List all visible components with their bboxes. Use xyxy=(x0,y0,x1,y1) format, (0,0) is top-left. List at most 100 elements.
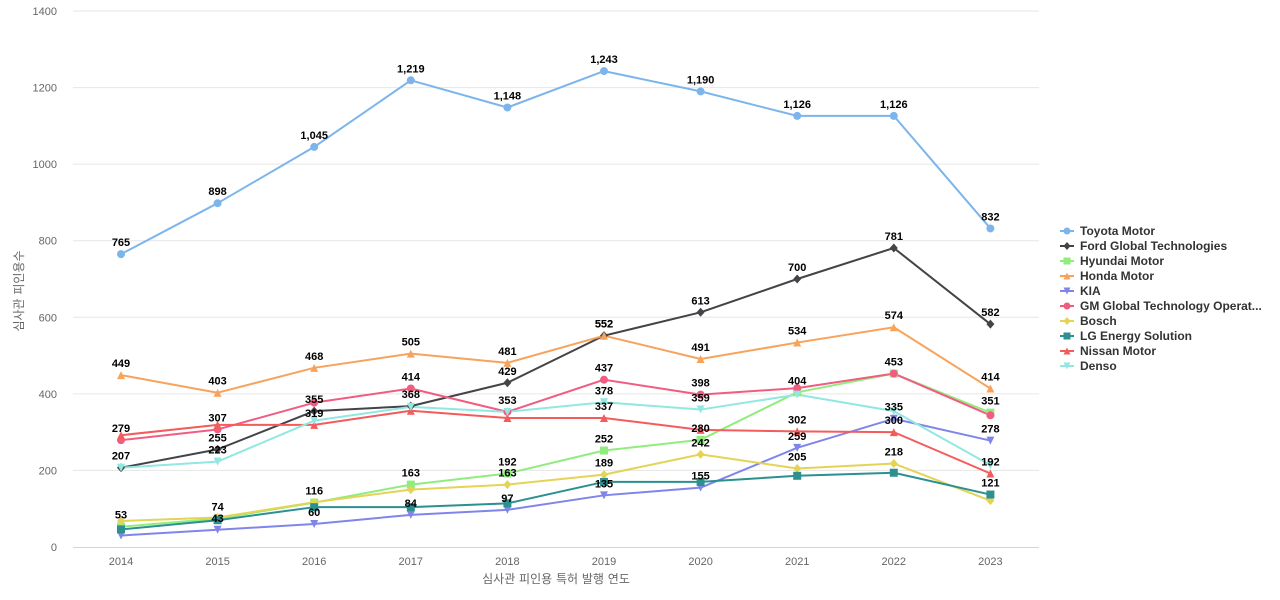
data-point xyxy=(213,199,222,208)
data-label: 359 xyxy=(691,393,709,405)
data-point xyxy=(503,407,512,416)
data-label: 453 xyxy=(885,357,903,369)
data-label: 223 xyxy=(208,445,226,457)
data-label: 574 xyxy=(885,310,904,322)
x-tick-label: 2020 xyxy=(688,556,712,568)
data-label: 368 xyxy=(402,389,420,401)
data-point xyxy=(889,407,898,416)
legend-label: Denso xyxy=(1080,359,1117,373)
data-label: 449 xyxy=(112,358,130,370)
data-label: 97 xyxy=(501,493,513,505)
data-point xyxy=(793,471,802,480)
legend-symbol xyxy=(1063,302,1071,310)
legend-symbol xyxy=(1063,272,1071,280)
data-point xyxy=(310,503,319,512)
data-point xyxy=(503,499,512,508)
data-point xyxy=(889,428,898,437)
data-label: 252 xyxy=(595,434,613,446)
data-label: 207 xyxy=(112,451,130,463)
y-tick-label: 800 xyxy=(39,236,57,248)
data-point xyxy=(310,142,319,151)
data-label: 1,045 xyxy=(300,130,328,142)
x-tick-label: 2021 xyxy=(785,556,809,568)
data-point xyxy=(310,363,319,372)
data-label: 280 xyxy=(691,423,709,435)
data-point xyxy=(600,446,608,455)
data-point xyxy=(406,349,415,358)
x-tick-label: 2022 xyxy=(882,556,906,568)
series-line xyxy=(120,409,992,475)
data-label: 1,126 xyxy=(880,99,908,111)
data-point xyxy=(600,67,608,76)
data-label: 278 xyxy=(981,424,999,436)
data-label: 351 xyxy=(981,396,999,408)
legend-label: Honda Motor xyxy=(1080,269,1154,283)
x-tick-label: 2015 xyxy=(205,556,229,568)
data-label: 60 xyxy=(308,507,320,519)
data-point xyxy=(793,338,802,347)
data-point xyxy=(213,444,222,454)
y-tick-label: 0 xyxy=(51,542,57,554)
legend-symbol xyxy=(1063,227,1071,235)
data-point xyxy=(213,525,222,534)
legend-label: GM Global Technology Operat... xyxy=(1080,299,1262,313)
data-label: 898 xyxy=(208,186,226,198)
y-tick-label: 1200 xyxy=(33,83,57,95)
data-label: 43 xyxy=(211,513,223,525)
y-tick-label: 1400 xyxy=(33,6,57,18)
y-tick-label: 600 xyxy=(39,312,57,324)
data-label: 613 xyxy=(691,295,709,307)
data-label: 1,148 xyxy=(494,90,522,102)
data-point xyxy=(986,411,995,420)
legend-symbol xyxy=(1063,257,1071,265)
data-label: 700 xyxy=(788,262,806,274)
data-label: 398 xyxy=(691,378,709,390)
data-point xyxy=(793,390,802,399)
data-point xyxy=(213,457,222,466)
data-point xyxy=(213,516,222,525)
y-tick-label: 200 xyxy=(39,465,57,477)
x-tick-label: 2019 xyxy=(592,556,616,568)
data-label: 163 xyxy=(498,468,516,480)
data-label: 135 xyxy=(595,478,613,490)
series-line xyxy=(120,417,992,537)
series-line xyxy=(120,471,992,531)
legend-label: LG Energy Solution xyxy=(1080,329,1192,343)
data-label: 1,219 xyxy=(397,63,425,75)
data-point xyxy=(117,371,125,380)
data-point xyxy=(600,491,608,500)
data-point xyxy=(793,427,802,436)
data-point xyxy=(793,464,802,474)
data-label: 534 xyxy=(788,326,807,338)
data-label: 353 xyxy=(498,395,516,407)
data-label: 84 xyxy=(405,498,418,510)
data-label: 302 xyxy=(788,414,806,426)
data-label: 505 xyxy=(402,337,420,349)
x-tick-label: 2023 xyxy=(978,556,1002,568)
data-labels: 765 898 1,045 1,219 1,148 1,243 1,190 1,126 1,12… xyxy=(112,54,1001,525)
data-label: 116 xyxy=(305,486,323,498)
data-label: 404 xyxy=(788,375,807,387)
data-point xyxy=(117,516,125,526)
data-point xyxy=(600,375,608,384)
data-point xyxy=(696,307,705,317)
x-axis-title: 심사관 피인용 특허 발행 연도 xyxy=(482,571,630,586)
data-label: 218 xyxy=(885,447,903,459)
data-label: 242 xyxy=(691,437,709,449)
data-point xyxy=(117,250,125,259)
data-point xyxy=(117,463,125,472)
data-label: 259 xyxy=(788,431,806,443)
data-point xyxy=(406,510,415,519)
data-point xyxy=(986,224,995,233)
data-point xyxy=(503,469,512,478)
data-label: 832 xyxy=(981,211,999,223)
data-point xyxy=(117,431,125,440)
data-point xyxy=(117,531,125,540)
data-point xyxy=(600,331,608,340)
data-label: 781 xyxy=(885,231,903,243)
data-point xyxy=(406,76,415,85)
data-label: 163 xyxy=(402,468,420,480)
data-label: 414 xyxy=(981,371,1000,383)
legend-symbol xyxy=(1063,332,1071,340)
data-label: 155 xyxy=(691,471,709,483)
